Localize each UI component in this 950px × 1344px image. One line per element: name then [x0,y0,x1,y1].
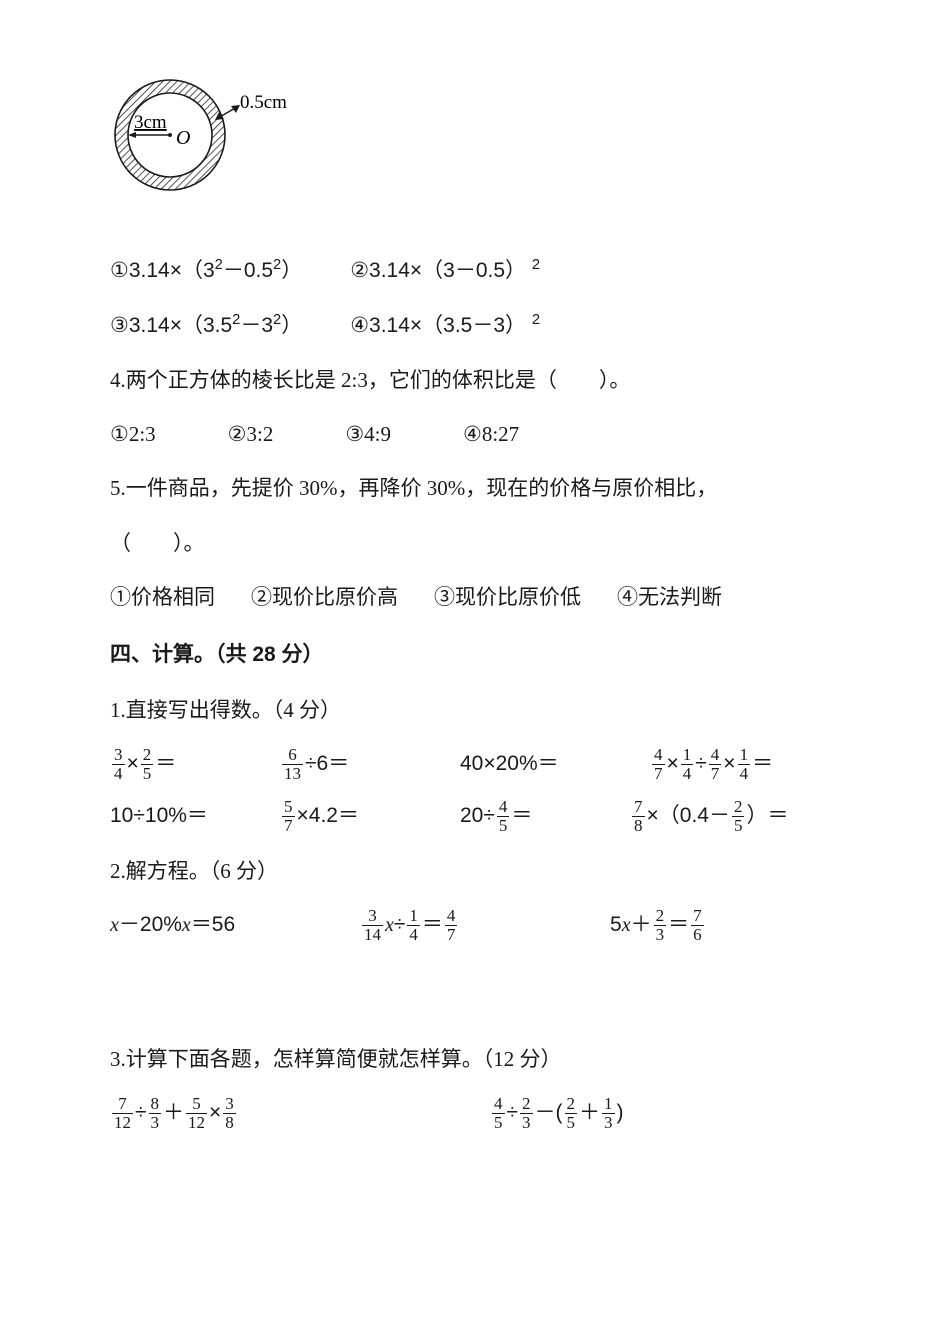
q4-opt4: ④8:27 [463,410,519,458]
q5-options: ①价格相同 ②现价比原价高 ③现价比原价低 ④无法判断 [110,573,870,621]
c1-r2-a: 10÷10%＝ [110,792,280,840]
c1-r2-c: 20÷ 45 ＝ [460,792,630,840]
c1-r1-a: 34 × 25 ＝ [110,740,280,788]
q3-opt1: ①3.14×（32－0.52） [110,247,302,295]
c3-b: 45 ÷ 23 －( 25 ＋ 13 ) [490,1089,624,1137]
q4-opt1: ①2:3 [110,410,156,458]
c1-r1-b: 613 ÷6＝ [280,740,460,788]
c1-r1-d: 47 × 14 ÷ 47 × 14 ＝ [650,740,773,788]
c2-c: 5x＋ 23 ＝ 76 [610,901,706,949]
c3-title: 3.计算下面各题，怎样算简便就怎样算。（12 分） [110,1035,870,1083]
q5-opt2: ②现价比原价高 [251,573,398,621]
q5-stem1: 5.一件商品，先提价 30%，再降价 30%，现在的价格与原价相比， [110,464,870,512]
radius-label: 3cm [134,112,167,133]
c1-r1-c: 40×20%＝ [460,740,650,788]
ring-diagram: 3cm O 0.5cm [110,70,870,217]
c2-row: x－20%x＝56 314 x ÷ 14 ＝ 47 5x＋ 23 ＝ 76 [110,901,870,949]
c1-row1: 34 × 25 ＝ 613 ÷6＝ 40×20%＝ 47 × 14 ÷ 47 ×… [110,740,870,788]
q3-opt2: ②3.14×（3－0.5） 2 [350,247,540,295]
ring-svg: 3cm O 0.5cm [110,70,370,200]
q4-options: ①2:3 ②3:2 ③4:9 ④8:27 [110,410,870,458]
c1-title: 1.直接写出得数。（4 分） [110,686,870,734]
q5-stem2: （ ）。 [110,519,870,567]
c2-a: x－20%x＝56 [110,901,360,949]
q3-row2: ③3.14×（3.52－32） ④3.14×（3.5－3） 2 [110,302,870,350]
q3-opt3: ③3.14×（3.52－32） [110,302,302,350]
section4-heading: 四、计算。（共 28 分） [110,631,870,679]
q4-stem: 4.两个正方体的棱长比是 2:3，它们的体积比是（ ）。 [110,356,870,404]
c3-row: 712 ÷ 83 ＋ 512 × 38 45 ÷ 23 －( 25 ＋ 13 ) [110,1089,870,1137]
c2-title: 2.解方程。（6 分） [110,847,870,895]
q5-opt4: ④无法判断 [617,573,722,621]
q4-opt2: ②3:2 [228,410,274,458]
c3-a: 712 ÷ 83 ＋ 512 × 38 [110,1089,490,1137]
c1-row2: 10÷10%＝ 57 ×4.2＝ 20÷ 45 ＝ 78 ×（0.4－ 25 ）… [110,792,870,840]
c1-r2-b: 57 ×4.2＝ [280,792,460,840]
center-label: O [176,127,190,149]
q5-opt1: ①价格相同 [110,573,215,621]
q3-row1: ①3.14×（32－0.52） ②3.14×（3－0.5） 2 [110,247,870,295]
q5-opt3: ③现价比原价低 [434,573,581,621]
q3-opt4: ④3.14×（3.5－3） 2 [350,302,540,350]
q4-opt3: ③4:9 [345,410,391,458]
thickness-label: 0.5cm [240,92,287,113]
c1-r2-d: 78 ×（0.4－ 25 ）＝ [630,792,788,840]
c2-b: 314 x ÷ 14 ＝ 47 [360,901,610,949]
